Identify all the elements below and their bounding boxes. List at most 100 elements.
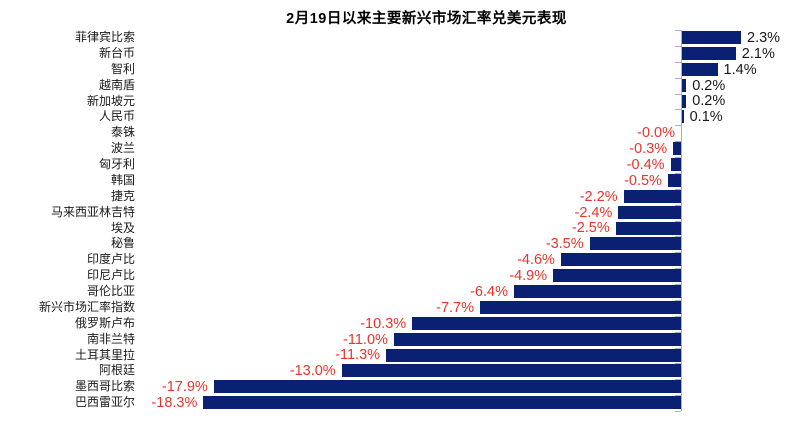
category-label: 人民币 [98, 109, 135, 124]
category-label: 秘鲁 [110, 236, 135, 251]
bar-area: -7.7% [142, 300, 799, 316]
axis-tick [675, 299, 681, 301]
bar [589, 237, 681, 251]
axis-tick [675, 188, 681, 190]
value-label: 2.1% [741, 45, 775, 62]
chart-row: 捷克 -2.2% [0, 189, 799, 205]
bar [560, 253, 681, 267]
bar-area: -3.5% [142, 236, 799, 252]
chart-row: 波兰 -0.3% [0, 141, 799, 157]
value-label: -2.2% [579, 188, 618, 205]
bar-area: -11.3% [142, 348, 799, 364]
chart-row: 新台币 2.1% [0, 46, 799, 62]
bar-area: -2.2% [142, 189, 799, 205]
bar-area: -0.4% [142, 157, 799, 173]
category-label: 越南盾 [98, 77, 135, 92]
value-label: -4.9% [509, 267, 548, 284]
category-label: 波兰 [110, 141, 135, 156]
chart-row: 新兴市场汇率指数 -7.7% [0, 300, 799, 316]
chart-title: 2月19日以来主要新兴市场汇率兑美元表现 [286, 11, 567, 27]
value-label: -0.4% [626, 156, 665, 173]
bar-area: -13.0% [142, 363, 799, 379]
value-label: -18.3% [151, 394, 198, 411]
chart-row: 俄罗斯卢布 -10.3% [0, 316, 799, 332]
bar-area: -0.5% [142, 173, 799, 189]
bar-area: -0.3% [142, 141, 799, 157]
bar-area: -2.5% [142, 221, 799, 237]
bar [203, 396, 681, 410]
bar-area: -6.4% [142, 284, 799, 300]
category-label: 印尼卢比 [86, 268, 135, 283]
chart-row: 泰铢 -0.0% [0, 125, 799, 141]
bar [393, 332, 681, 346]
value-label: -2.5% [571, 220, 610, 237]
bar-area: 0.2% [142, 94, 799, 110]
axis-tick [675, 236, 681, 238]
bar-area: 0.1% [142, 109, 799, 125]
category-label: 哥伦比亚 [86, 284, 135, 298]
value-label: -7.7% [436, 299, 475, 316]
category-label: 墨西哥比索 [74, 379, 135, 394]
chart-row: 人民币 0.1% [0, 109, 799, 125]
bar [670, 158, 681, 171]
bar [513, 285, 681, 298]
axis-tick [675, 220, 681, 222]
axis-tick [675, 284, 681, 285]
bar [623, 189, 681, 203]
bar-area: 2.1% [142, 46, 799, 62]
bar [553, 269, 681, 283]
bar-area: -18.3% [142, 395, 799, 411]
axis-tick [675, 61, 681, 63]
bar [681, 110, 684, 124]
value-label: -0.5% [624, 172, 662, 189]
chart-row: 匈牙利 -0.4% [0, 157, 799, 173]
value-label: 2.3% [747, 29, 781, 46]
axis-tick [675, 77, 681, 79]
category-label: 韩国 [110, 172, 135, 187]
category-label: 泰铢 [110, 125, 135, 140]
axis-tick [675, 268, 681, 270]
axis-tick [675, 141, 681, 143]
chart-row: 印度卢比 -4.6% [0, 252, 799, 268]
zero-axis-line [681, 30, 682, 411]
axis-tick [675, 30, 681, 31]
chart-row: 马来西亚林吉特 -2.4% [0, 205, 799, 221]
category-label: 新兴市场汇率指数 [38, 299, 135, 314]
axis-tick [675, 93, 681, 95]
value-label: 0.2% [692, 77, 726, 94]
axis-tick [675, 157, 681, 158]
axis-tick [675, 172, 681, 174]
category-label: 智利 [110, 61, 135, 76]
value-label: -17.9% [161, 378, 208, 395]
bar-area: -17.9% [142, 379, 799, 395]
bar [412, 316, 681, 330]
category-label: 新加坡元 [86, 93, 135, 108]
bar [615, 221, 681, 235]
category-label: 土耳其里拉 [74, 347, 135, 362]
axis-tick [675, 109, 681, 111]
bar-area: -10.3% [142, 316, 799, 332]
chart-row: 越南盾 0.2% [0, 78, 799, 94]
value-label: 0.2% [692, 93, 726, 110]
bar [681, 31, 742, 44]
chart-row: 新加坡元 0.2% [0, 94, 799, 110]
category-label: 马来西亚林吉特 [50, 204, 135, 219]
bar [386, 348, 681, 362]
value-label: -11.0% [343, 331, 388, 348]
chart-row: 韩国 -0.5% [0, 173, 799, 189]
axis-tick [675, 125, 681, 127]
plot-area: 菲律宾比索 2.3% 新台币 2.1% 智利 1.4% 越南盾 0.2% 新加坡元 0.2% 人民币… [0, 30, 799, 412]
category-label: 俄罗斯卢布 [74, 315, 135, 330]
chart-row: 智利 1.4% [0, 62, 799, 78]
bar [213, 380, 681, 394]
chart-row: 土耳其里拉 -11.3% [0, 348, 799, 364]
value-label: -6.4% [470, 283, 508, 300]
bar-area: -4.6% [142, 252, 799, 268]
category-label: 南非兰特 [86, 331, 135, 346]
axis-tick [675, 379, 681, 381]
axis-tick [675, 363, 681, 365]
value-label: 0.1% [689, 109, 723, 126]
bar [341, 364, 681, 378]
chart-row: 菲律宾比索 2.3% [0, 30, 799, 46]
